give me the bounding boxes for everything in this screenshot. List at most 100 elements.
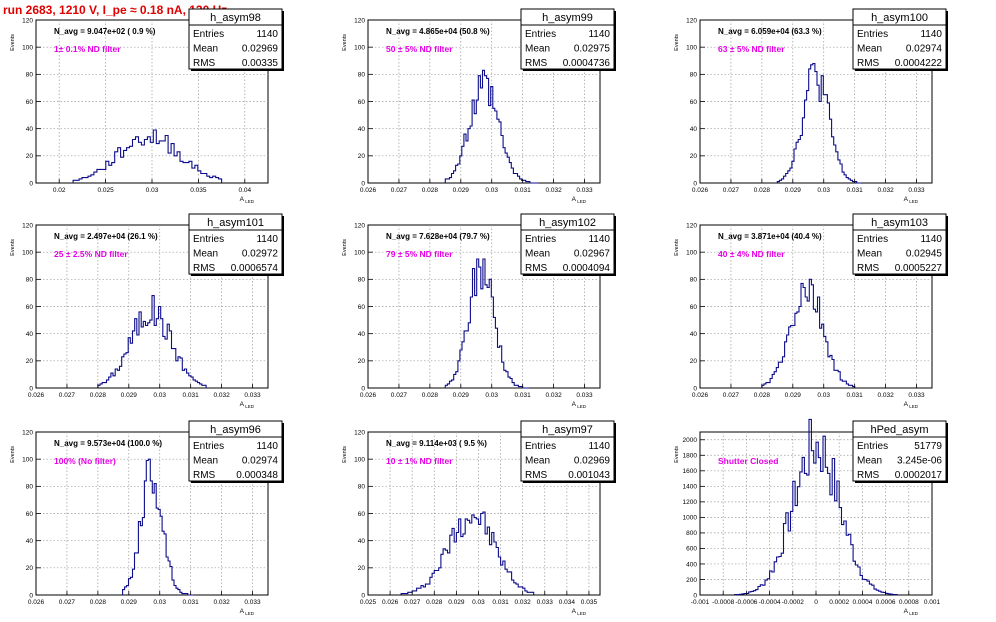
histogram-bins [400, 511, 535, 595]
filter-note: 100% (No filter) [54, 456, 116, 466]
x-tick-label: 0.035 [190, 187, 207, 194]
y-tick-label: 60 [690, 304, 698, 311]
x-tick-label: 0.029 [453, 392, 470, 399]
x-tick-label: 0.031 [183, 392, 200, 399]
x-tick-label: 0.031 [515, 187, 532, 194]
navg-label: N_avg = 7.628e+04 (79.7 %) [386, 232, 490, 241]
stats-key: Entries [525, 29, 556, 40]
x-tick-label: 0.028 [90, 392, 107, 399]
y-tick-label: 40 [358, 331, 366, 338]
x-tick-label: -0.0008 [712, 599, 734, 606]
y-tick-label: 80 [26, 72, 34, 79]
navg-label: N_avg = 6.059e+04 (63.3 %) [718, 27, 822, 36]
x-tick-label: 0.033 [244, 599, 261, 606]
y-tick-label: 0 [693, 592, 697, 599]
stats-value: 0.0002017 [895, 470, 943, 481]
navg-label: N_avg = 9.573e+04 (100.0 %) [54, 439, 162, 448]
y-tick-label: 40 [358, 126, 366, 133]
x-tick-label: 0.029 [785, 187, 802, 194]
stats-value: 1140 [256, 234, 278, 245]
filter-note: 63 ± 5% ND filter [718, 44, 785, 54]
histogram-bins [444, 69, 539, 184]
panel-h_asym99: 0.026 0.027 0.028 0.029 0.03 0.031 0.032 0.033 0… [342, 8, 616, 204]
y-tick-label: 1600 [683, 468, 698, 475]
x-tick-label: 0.031 [492, 599, 509, 606]
x-tick-label: 0.03 [485, 392, 498, 399]
x-tick-label: 0.028 [754, 187, 771, 194]
y-tick-label: 40 [358, 538, 366, 545]
stats-key: Entries [857, 234, 888, 245]
stats-key: Mean [525, 249, 550, 260]
stats-key: RMS [857, 263, 880, 274]
histogram-bins [444, 258, 529, 389]
y-tick-label: 120 [22, 222, 33, 229]
y-tick-label: 100 [686, 44, 697, 51]
stats-value: 1140 [256, 441, 278, 452]
y-tick-label: 80 [690, 277, 698, 284]
stats-box-frame [852, 420, 947, 482]
x-tick-label: 0.001 [924, 599, 941, 606]
stats-key: Mean [857, 456, 882, 467]
stats-value: 1140 [920, 234, 942, 245]
y-tick-label: 20 [690, 358, 698, 365]
histogram-bins [97, 295, 207, 388]
y-axis-title: Events [342, 446, 348, 463]
stats-value: 0.02945 [906, 249, 943, 260]
x-axis-title: A LED [904, 196, 919, 204]
y-tick-label: 120 [354, 222, 365, 229]
y-tick-label: 80 [358, 484, 366, 491]
x-tick-label: 0.034 [559, 599, 576, 606]
x-tick-label: 0.0006 [876, 599, 896, 606]
navg-label: N_avg = 2.497e+04 (26.1 %) [54, 232, 158, 241]
stats-box: h_asym103 Entries 1140 Mean 0.02945 RMS 0.0005… [852, 213, 948, 276]
x-tick-label: 0.03 [146, 187, 159, 194]
stats-value: 0.0004094 [563, 263, 611, 274]
y-tick-label: 20 [358, 358, 366, 365]
stats-value: 1140 [588, 29, 610, 40]
histogram-name: h_asym98 [210, 12, 261, 24]
x-tick-label: 0.033 [908, 392, 925, 399]
stats-value: 1140 [920, 29, 942, 40]
y-tick-label: 40 [26, 126, 34, 133]
stats-key: RMS [525, 263, 548, 274]
stats-box-frame [852, 213, 947, 275]
x-tick-label: 0.027 [723, 187, 740, 194]
y-tick-label: 0 [361, 592, 365, 599]
y-tick-label: 60 [26, 511, 34, 518]
stats-value: 1140 [256, 29, 278, 40]
x-tick-label: 0.032 [515, 599, 532, 606]
y-axis-title: Events [10, 34, 16, 51]
x-tick-label: 0.032 [877, 187, 894, 194]
y-tick-label: 60 [358, 511, 366, 518]
stats-key: RMS [193, 470, 216, 481]
filter-note: 1± 0.1% ND filter [54, 44, 121, 54]
x-tick-label: 0.026 [28, 599, 45, 606]
y-axis-title: Events [674, 239, 680, 256]
x-tick-label: 0.032 [545, 187, 562, 194]
navg-label: N_avg = 9.114e+03 ( 9.5 %) [386, 439, 487, 448]
y-tick-label: 60 [358, 304, 366, 311]
x-axis-title: A LED [572, 401, 587, 409]
x-tick-label: 0.026 [692, 392, 709, 399]
x-axis-title: A LED [572, 608, 587, 616]
stats-value: 0.02974 [242, 456, 279, 467]
y-tick-label: 60 [358, 99, 366, 106]
x-tick-label: -0.0004 [759, 599, 781, 606]
x-axis-title: A LED [572, 196, 587, 204]
run-title: run 2683, 1210 V, I_pe ≈ 0.18 nA, 120 Hz [3, 3, 228, 17]
histogram-bins [122, 458, 194, 596]
stats-key: RMS [193, 58, 216, 69]
y-tick-label: 0 [361, 385, 365, 392]
y-tick-label: 2000 [683, 437, 698, 444]
y-tick-label: 40 [690, 331, 698, 338]
x-tick-label: 0.029 [121, 599, 138, 606]
stats-value: 1140 [588, 441, 610, 452]
x-tick-label: 0.026 [28, 392, 45, 399]
x-tick-label: 0.02 [53, 187, 66, 194]
filter-note: Shutter Closed [718, 456, 778, 466]
histogram-bins [761, 278, 856, 388]
y-tick-label: 0 [29, 385, 33, 392]
panel-h_asym103: 0.026 0.027 0.028 0.029 0.03 0.031 0.032 0.033 0… [674, 213, 948, 409]
histogram-name: h_asym102 [539, 217, 596, 229]
stats-box-frame [520, 8, 615, 70]
